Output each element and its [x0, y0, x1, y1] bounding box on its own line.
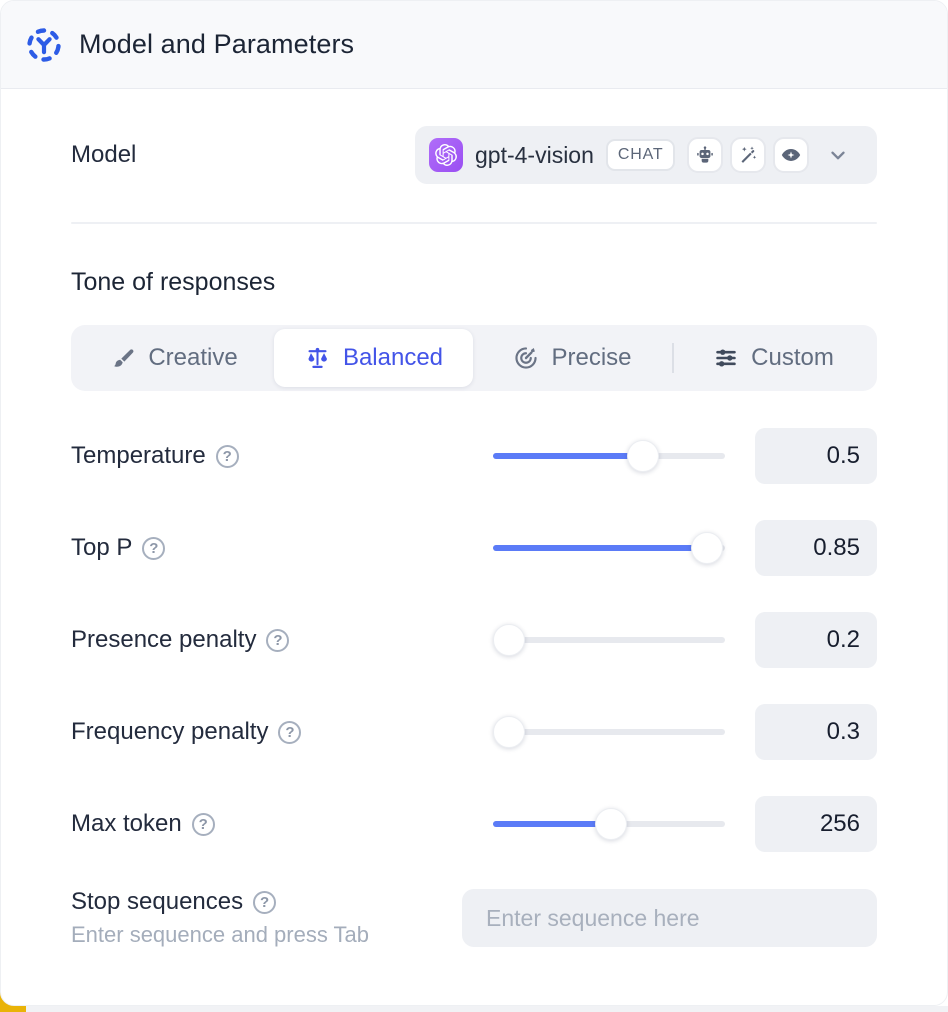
parameter-value[interactable]: 0.2	[755, 612, 877, 668]
parameter-slider[interactable]	[493, 624, 725, 656]
target-icon	[513, 345, 539, 371]
segment-divider	[672, 343, 674, 373]
parameter-label: Temperature ?	[71, 442, 493, 470]
parameter-label: Presence penalty ?	[71, 626, 493, 654]
tone-option-custom[interactable]: Custom	[674, 329, 873, 387]
slider-knob[interactable]	[493, 624, 525, 656]
model-select-dropdown[interactable]: gpt-4-vision CHAT	[415, 126, 877, 184]
selected-model-name: gpt-4-vision	[475, 141, 594, 168]
parameter-value[interactable]: 256	[755, 796, 877, 852]
page-title: Model and Parameters	[79, 29, 355, 59]
model-hub-icon	[25, 26, 63, 64]
vision-eye-icon	[773, 137, 810, 173]
panel-header: Model and Parameters	[1, 1, 947, 89]
help-icon[interactable]: ?	[266, 628, 290, 652]
help-icon[interactable]: ?	[191, 812, 215, 836]
capability-chips	[687, 137, 810, 173]
parameter-slider[interactable]	[493, 440, 725, 472]
tone-option-creative[interactable]: Creative	[75, 329, 274, 387]
parameter-row-top-p: Top P ? 0.85	[71, 520, 877, 576]
parameter-value[interactable]: 0.85	[755, 520, 877, 576]
help-icon[interactable]: ?	[142, 536, 166, 560]
stop-sequences-row: Stop sequences ? Enter sequence and pres…	[71, 888, 877, 948]
parameter-value[interactable]: 0.3	[755, 704, 877, 760]
balance-scale-icon	[304, 345, 331, 372]
stop-sequences-hint: Enter sequence and press Tab	[71, 922, 370, 947]
parameter-label: Frequency penalty ?	[71, 718, 493, 746]
tone-segmented-control: Creative Balanced Precise Custom	[71, 325, 877, 391]
model-row: Model gpt-4-vision CHAT	[71, 126, 877, 184]
stop-sequences-labels: Stop sequences ? Enter sequence and pres…	[71, 888, 369, 948]
tone-heading: Tone of responses	[71, 268, 276, 296]
background-strip	[0, 1006, 948, 1012]
parameter-row-temperature: Temperature ? 0.5	[71, 428, 877, 484]
panel-body: Model gpt-4-vision CHAT	[1, 126, 947, 948]
help-icon[interactable]: ?	[278, 720, 302, 744]
help-icon[interactable]: ?	[253, 890, 277, 914]
slider-knob[interactable]	[493, 716, 525, 748]
parameter-label: Max token ?	[71, 810, 493, 838]
openai-logo	[429, 138, 463, 172]
slider-knob[interactable]	[595, 808, 627, 840]
slider-knob[interactable]	[691, 532, 723, 564]
parameter-list: Temperature ? 0.5 Top P ? 0.85 Presence …	[71, 428, 877, 852]
parameter-slider[interactable]	[493, 532, 725, 564]
parameter-slider[interactable]	[493, 716, 725, 748]
tone-option-precise[interactable]: Precise	[473, 329, 672, 387]
tone-option-balanced[interactable]: Balanced	[274, 329, 473, 387]
stop-sequences-label: Stop sequences	[71, 888, 244, 915]
parameter-slider[interactable]	[493, 808, 725, 840]
parameter-row-max-token: Max token ? 256	[71, 796, 877, 852]
chevron-down-icon	[827, 144, 849, 166]
help-icon[interactable]: ?	[215, 444, 239, 468]
robot-icon	[687, 137, 724, 173]
paintbrush-icon	[111, 346, 136, 371]
magic-wand-icon	[730, 137, 767, 173]
model-label: Model	[71, 141, 137, 168]
stop-sequence-input[interactable]	[462, 889, 877, 947]
slider-knob[interactable]	[627, 440, 659, 472]
parameter-row-frequency-penalty: Frequency penalty ? 0.3	[71, 704, 877, 760]
section-divider	[71, 222, 877, 224]
parameter-label: Top P ?	[71, 534, 493, 562]
parameter-value[interactable]: 0.5	[755, 428, 877, 484]
sliders-icon	[713, 345, 739, 371]
parameter-row-presence-penalty: Presence penalty ? 0.2	[71, 612, 877, 668]
model-type-badge: CHAT	[605, 139, 676, 171]
